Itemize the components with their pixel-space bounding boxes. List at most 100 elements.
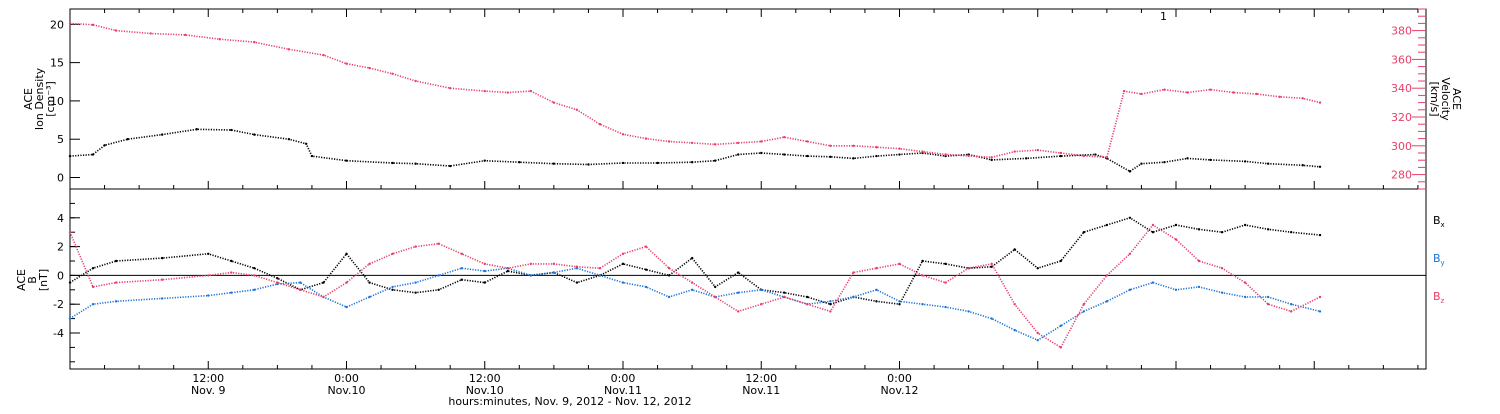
b-series-bz-point — [852, 271, 855, 274]
density-series-point — [690, 160, 694, 164]
b-series-bx-point — [437, 288, 440, 291]
velocity-series-point — [737, 141, 740, 145]
b-series-bx-point — [737, 271, 740, 274]
velocity-series-point — [218, 38, 221, 41]
density-series-point — [1094, 153, 1097, 156]
velocity-series-point — [506, 91, 509, 94]
b-series-by-point — [91, 303, 95, 306]
top-y2label-line2: Velocity — [1439, 77, 1452, 121]
b-series-by-point — [1128, 288, 1132, 291]
b-series-bx-point — [1174, 223, 1178, 227]
density-series-point — [1059, 154, 1062, 158]
b-series-by-line — [69, 267, 1321, 342]
x-tick-label-time: 12:00 — [469, 372, 501, 385]
b-series-bz-point — [967, 267, 970, 270]
b-series-by-point — [690, 288, 694, 291]
density-series-point — [806, 154, 809, 158]
b-series-bz-point — [1036, 331, 1039, 335]
velocity-series-point — [713, 143, 717, 146]
b-series-bz-point — [1243, 281, 1247, 284]
bottom-panel-frame — [69, 188, 1427, 370]
b-series-bx-point — [921, 259, 924, 263]
b-series-by-point — [391, 285, 394, 289]
bottom-y-tick-label: 0 — [57, 269, 64, 282]
velocity-series-point — [1140, 92, 1143, 96]
b-series-bx-point — [783, 291, 786, 294]
b-series-bz-point — [806, 303, 809, 306]
b-series-bz-point — [114, 281, 118, 284]
b-series-by-point — [1243, 295, 1247, 299]
b-series-bz-point — [829, 310, 832, 313]
bottom-y-tick-label: 4 — [57, 212, 64, 225]
x-tick-label-time: 0:00 — [887, 372, 912, 385]
top-y2-tick-label: 340 — [1391, 82, 1412, 95]
velocity-series-point — [852, 144, 855, 147]
density-series-point — [391, 161, 394, 165]
density-series-line — [69, 128, 1321, 173]
legend-by: By — [1433, 252, 1445, 267]
b-series-bz-point — [990, 262, 993, 266]
b-series-bx-point — [483, 281, 486, 284]
b-series-bz-point — [276, 281, 279, 284]
velocity-series-point — [414, 79, 417, 83]
b-series-by-point — [1082, 310, 1086, 313]
velocity-series-point — [1036, 148, 1039, 152]
b-series-bx-point — [806, 295, 809, 299]
x-tick-label-time: 12:00 — [192, 372, 224, 385]
x-axis-title: hours:minutes, Nov. 9, 2012 - Nov. 12, 2… — [448, 395, 691, 408]
x-tick-label-time: 12:00 — [745, 372, 777, 385]
b-series-bz-point — [921, 274, 924, 277]
velocity-series-point — [1105, 156, 1109, 159]
b-series-bx-point — [368, 281, 371, 284]
velocity-series-point — [921, 150, 924, 153]
b-series-by-point — [1105, 300, 1109, 303]
b-series-by-point — [529, 274, 533, 277]
b-series-bx-point — [1197, 228, 1201, 231]
velocity-series-point — [149, 32, 152, 35]
density-series-point — [126, 138, 129, 141]
velocity-series-point — [783, 135, 786, 139]
b-series-bz-point — [345, 281, 348, 284]
b-series-by-point — [1197, 285, 1201, 289]
density-series-point — [737, 153, 740, 156]
velocity-series-point — [598, 123, 602, 126]
b-series-by-point — [160, 297, 164, 300]
b-series-bz-line — [69, 223, 1321, 349]
b-series-bz-point — [91, 285, 95, 289]
velocity-series-line — [69, 22, 1321, 159]
density-series-point — [448, 164, 452, 168]
b-series-bz-point — [760, 303, 763, 306]
velocity-series-point — [1186, 91, 1189, 94]
b-series-bz-point — [713, 295, 717, 299]
b-series-bx-point — [898, 303, 901, 306]
x-tick-label-date: Nov.11 — [604, 384, 642, 397]
velocity-series-point — [1278, 95, 1281, 99]
density-series-point — [414, 162, 417, 165]
b-series-bx-point — [1128, 216, 1132, 219]
b-series-by-point — [299, 281, 302, 284]
b-series-bz-point — [944, 281, 947, 284]
b-series-by-point — [1151, 281, 1155, 284]
legend-bz: Bz — [1433, 290, 1445, 305]
density-series-point — [760, 151, 763, 155]
b-series-bz-point — [1128, 252, 1132, 255]
density-series-point — [875, 154, 878, 158]
density-series-point — [483, 159, 486, 162]
velocity-series-point — [690, 141, 694, 145]
density-series-point — [230, 128, 233, 132]
velocity-series-point — [621, 133, 625, 136]
b-series-by-point — [667, 295, 671, 299]
density-series-point — [253, 133, 256, 136]
top-y2label-line1: ACE — [1450, 88, 1463, 110]
density-series-point — [1209, 158, 1212, 162]
b-series-by-point — [852, 295, 855, 299]
b-series-bz-point — [391, 252, 394, 255]
velocity-series-point — [529, 89, 533, 93]
density-series-point — [1243, 160, 1247, 163]
b-series-bz-point — [644, 245, 648, 248]
b-series-bx-point — [1059, 259, 1062, 263]
b-series-bz-point — [737, 310, 740, 313]
b-series-by-point — [552, 271, 556, 274]
bottom-y-tick-label: 2 — [57, 241, 64, 254]
